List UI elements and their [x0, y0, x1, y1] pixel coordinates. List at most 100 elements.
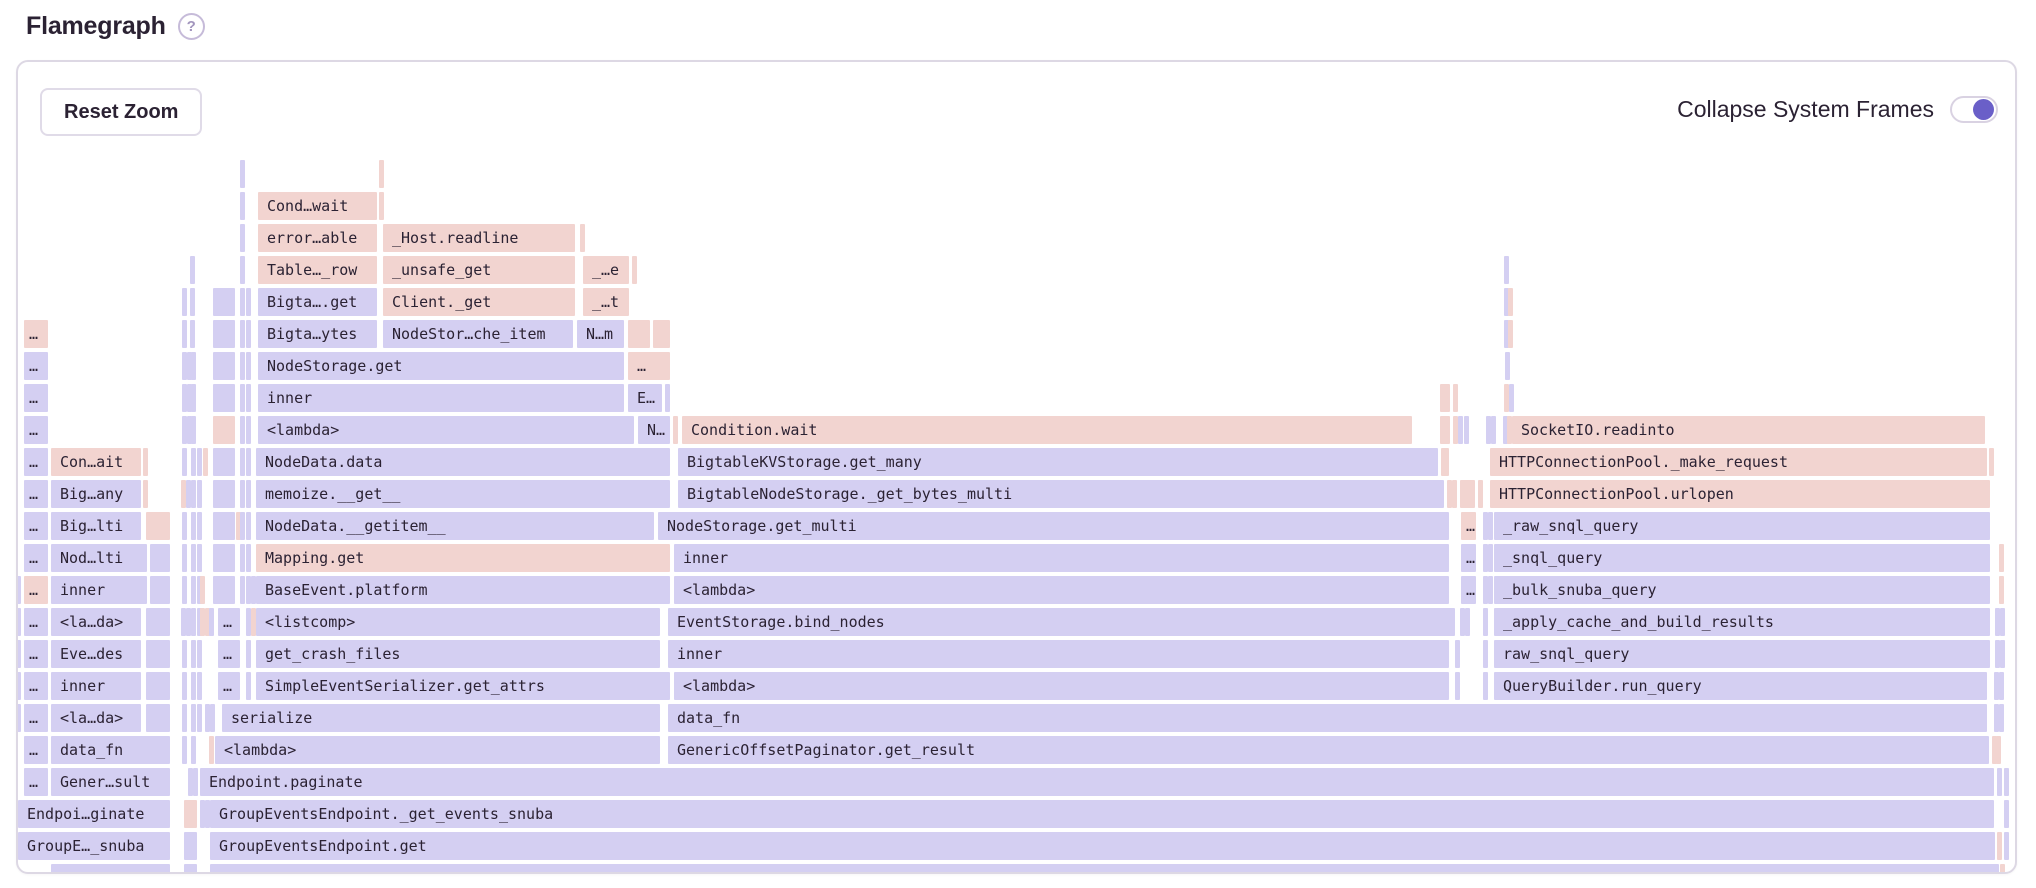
flame-frame[interactable]	[197, 608, 202, 636]
flame-frame[interactable]: Big…lti	[51, 512, 141, 540]
flame-frame[interactable]	[1992, 736, 1997, 764]
flame-frame[interactable]	[1488, 512, 1493, 540]
flame-frame[interactable]	[182, 320, 187, 348]
flame-frame[interactable]	[246, 384, 251, 412]
flame-frame[interactable]	[191, 544, 196, 572]
flame-frame[interactable]: _apply_cache_and_build_results	[1494, 608, 1990, 636]
flame-frame[interactable]: data_fn	[668, 704, 1987, 732]
flame-frame[interactable]	[197, 544, 202, 572]
flame-frame[interactable]	[1440, 416, 1450, 444]
flame-frame[interactable]	[193, 768, 198, 796]
flame-frame[interactable]	[1458, 416, 1463, 444]
flame-frame[interactable]	[1483, 576, 1488, 604]
flame-frame[interactable]	[191, 736, 196, 764]
flame-frame[interactable]	[1440, 384, 1450, 412]
flame-frame[interactable]: <lambda>	[215, 736, 660, 764]
flame-frame[interactable]	[213, 448, 235, 476]
flame-frame[interactable]: …	[24, 480, 48, 508]
flame-frame[interactable]	[1464, 416, 1469, 444]
flame-frame[interactable]: data_fn	[51, 736, 170, 764]
flame-frame[interactable]: HTTPConnectionPool.urlopen	[1490, 480, 1990, 508]
flame-frame[interactable]	[240, 384, 245, 412]
flame-frame[interactable]	[240, 416, 245, 444]
flame-frame[interactable]: …	[24, 416, 48, 444]
flame-frame[interactable]	[1483, 512, 1488, 540]
flame-frame[interactable]: Client._get	[383, 288, 575, 316]
flame-frame[interactable]	[1460, 480, 1475, 508]
flame-frame[interactable]: inner	[51, 672, 141, 700]
flame-frame[interactable]	[1505, 352, 1510, 380]
flame-frame[interactable]	[2000, 608, 2005, 636]
flame-frame[interactable]: SocketIO.readinto	[1512, 416, 1985, 444]
flame-frame[interactable]	[246, 352, 251, 380]
flame-frame[interactable]	[213, 288, 235, 316]
flame-frame[interactable]	[1504, 320, 1509, 348]
flame-frame[interactable]	[2004, 832, 2009, 860]
flame-frame[interactable]	[209, 608, 214, 636]
flame-frame[interactable]: inner	[674, 544, 1449, 572]
flame-frame[interactable]	[240, 256, 245, 284]
flame-frame[interactable]: NodeStorage.get	[258, 352, 624, 380]
flame-frame[interactable]	[187, 384, 192, 412]
flame-frame[interactable]	[146, 704, 170, 732]
flame-frame[interactable]	[191, 512, 196, 540]
flame-frame[interactable]: Nod…lti	[51, 544, 147, 572]
flame-frame[interactable]	[182, 512, 187, 540]
flame-frame[interactable]	[2004, 768, 2009, 796]
flame-frame[interactable]: …	[24, 736, 48, 764]
flame-frame[interactable]	[182, 672, 187, 700]
flame-frame[interactable]: SimpleEventSerializer.get_attrs	[256, 672, 670, 700]
flame-frame[interactable]	[1989, 448, 1994, 476]
flame-frame[interactable]: error…able	[258, 224, 377, 252]
flame-frame[interactable]: serialize	[222, 704, 660, 732]
flame-frame[interactable]	[191, 448, 196, 476]
flame-frame[interactable]	[210, 864, 1999, 872]
flame-frame[interactable]	[2000, 640, 2005, 668]
flame-frame[interactable]	[197, 704, 202, 732]
flame-frame[interactable]: Eve…des	[51, 640, 141, 668]
flame-frame[interactable]: …	[24, 704, 48, 732]
flame-frame[interactable]	[246, 448, 251, 476]
flame-frame[interactable]: _unsafe_get	[383, 256, 575, 284]
flame-frame[interactable]	[246, 576, 251, 604]
flame-frame[interactable]: inner	[51, 576, 147, 604]
flame-frame[interactable]: raw_snql_query	[1494, 640, 1990, 668]
flame-frame[interactable]	[1453, 416, 1458, 444]
flame-frame[interactable]	[18, 672, 21, 700]
flamegraph-canvas[interactable]: Cond…wait error…able _Host.readline Table…_…	[18, 62, 2014, 872]
flame-frame[interactable]	[182, 352, 187, 380]
help-icon[interactable]: ?	[177, 13, 205, 40]
flame-frame[interactable]	[1455, 640, 1460, 668]
flame-frame[interactable]	[213, 384, 235, 412]
flame-frame[interactable]	[200, 608, 205, 636]
flame-frame[interactable]	[186, 608, 191, 636]
flame-frame[interactable]	[18, 576, 21, 604]
flame-frame[interactable]	[146, 672, 170, 700]
flame-frame[interactable]	[1453, 384, 1458, 412]
flame-frame[interactable]: E…	[628, 384, 662, 412]
flame-frame[interactable]	[1504, 256, 1509, 284]
flame-frame[interactable]	[191, 576, 196, 604]
flame-frame[interactable]	[191, 480, 196, 508]
flame-frame[interactable]: <lambda>	[258, 416, 634, 444]
flame-frame[interactable]	[146, 608, 170, 636]
flame-frame[interactable]	[240, 160, 245, 188]
flame-frame[interactable]	[209, 736, 214, 764]
flame-frame[interactable]	[190, 288, 195, 316]
flame-frame[interactable]	[1488, 544, 1493, 572]
flame-frame[interactable]	[182, 288, 187, 316]
flame-frame[interactable]: HTTPConnectionPool._make_request	[1490, 448, 1987, 476]
flame-frame[interactable]	[246, 608, 251, 636]
flame-frame[interactable]	[213, 352, 235, 380]
flame-frame[interactable]	[246, 480, 251, 508]
flame-frame[interactable]: …	[24, 576, 48, 604]
flame-frame[interactable]	[18, 640, 21, 668]
flame-frame[interactable]: …	[24, 512, 48, 540]
flame-frame[interactable]: QueryBuilder.run_query	[1494, 672, 1987, 700]
flame-frame[interactable]	[191, 384, 196, 412]
flame-frame[interactable]	[213, 512, 235, 540]
flame-frame[interactable]: NodeData.data	[256, 448, 670, 476]
flame-frame[interactable]	[673, 416, 678, 444]
flame-frame[interactable]: …	[628, 352, 670, 380]
flame-frame[interactable]	[246, 416, 251, 444]
